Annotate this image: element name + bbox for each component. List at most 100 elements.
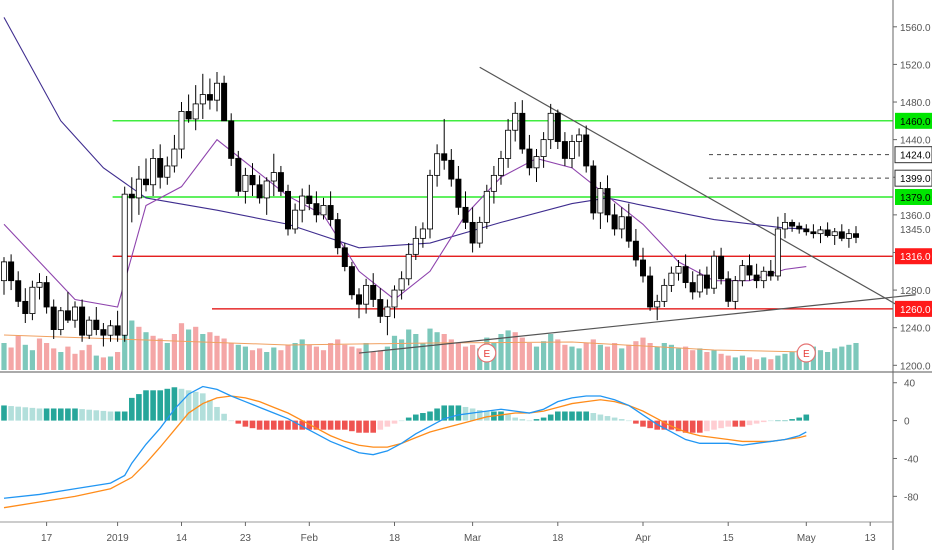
- earnings-marker-label: E: [803, 349, 810, 360]
- candle: [803, 224, 810, 236]
- volume-average-line: [3, 334, 807, 353]
- candle-body: [164, 165, 171, 178]
- candle-body: [79, 306, 86, 336]
- candle-body: [711, 255, 718, 289]
- time-tick-label: Feb: [301, 533, 319, 544]
- candle-body: [412, 237, 419, 255]
- candle-body: [213, 82, 220, 101]
- macd-histogram-bar: [448, 405, 455, 421]
- candle-body: [448, 159, 455, 180]
- candle-body: [497, 158, 504, 176]
- candle-body: [853, 233, 860, 238]
- price-badge-label: 1345.0: [900, 225, 931, 236]
- trendlines[interactable]: [358, 66, 916, 354]
- macd-histogram-bar: [356, 420, 362, 433]
- price-badges: 1460.0 1424.0 1399.0 1379.0 1345.0 1316.0 1260…: [894, 112, 932, 317]
- candle-body: [718, 255, 725, 280]
- candle-body: [405, 253, 412, 280]
- volume-bar: [690, 350, 696, 370]
- candle: [647, 266, 654, 311]
- candle-body: [299, 195, 306, 211]
- volume-bar: [541, 341, 547, 370]
- volume-bar: [640, 337, 646, 370]
- macd-histogram-bar: [58, 408, 64, 421]
- volume-bar: [86, 344, 92, 370]
- candle: [831, 228, 838, 245]
- volume-bar: [626, 344, 632, 370]
- macd-histogram-bar: [405, 417, 412, 421]
- volume-bar: [100, 357, 106, 370]
- macd-histogram-bar: [15, 406, 21, 421]
- candle: [448, 149, 455, 187]
- macd-histogram-bar: [86, 409, 92, 421]
- earnings-marker: [796, 343, 816, 363]
- candle: [817, 226, 824, 244]
- volume-bar: [186, 329, 192, 370]
- candle-body: [810, 231, 817, 235]
- candle-body: [370, 284, 377, 300]
- volume-bar: [533, 346, 540, 370]
- macd-histogram-bar: [597, 414, 604, 421]
- price-tick-label: 1520.0: [900, 60, 931, 71]
- candle: [164, 156, 171, 185]
- candle-body: [625, 216, 632, 242]
- macd-histogram-bar: [29, 407, 36, 421]
- price-badge-label: 1379.0: [900, 193, 931, 204]
- volume-bar: [548, 334, 554, 370]
- volume-bar: [235, 344, 241, 370]
- earnings-marker: [477, 343, 497, 363]
- candle: [157, 144, 164, 189]
- candle: [682, 254, 689, 289]
- candle-body: [249, 174, 256, 186]
- volume-bar: [789, 352, 795, 370]
- macd-histogram-bar: [505, 414, 511, 421]
- volume-bar: [427, 328, 433, 370]
- candle-body: [8, 261, 15, 282]
- macd-histogram-bar: [469, 408, 476, 421]
- candle: [206, 78, 213, 110]
- candle: [611, 203, 618, 236]
- price-tick-label: 1440.0: [900, 136, 931, 147]
- candle: [490, 165, 497, 204]
- candle-body: [640, 259, 647, 277]
- candle: [711, 250, 718, 294]
- candle-body: [632, 240, 639, 261]
- candle: [455, 165, 462, 215]
- candle-body: [434, 153, 441, 176]
- candle-body: [306, 195, 313, 204]
- price-badge-green: [895, 112, 932, 129]
- candle: [313, 191, 320, 223]
- candle-body: [490, 174, 497, 192]
- macd-histogram-bar: [640, 420, 646, 427]
- macd-histogram-bar: [760, 420, 767, 423]
- candle: [398, 271, 405, 300]
- candle: [533, 149, 540, 182]
- candle: [838, 224, 845, 242]
- macd-histogram-bar: [633, 420, 639, 424]
- candle: [277, 165, 284, 197]
- candle: [732, 275, 739, 309]
- candle: [696, 269, 703, 298]
- macd-histogram-bar: [434, 408, 440, 421]
- candle: [192, 85, 199, 131]
- candle-body: [29, 286, 36, 314]
- volume-bar: [420, 343, 426, 370]
- macd-histogram-bar: [114, 411, 121, 421]
- macd-histogram-bar: [235, 420, 242, 424]
- candle-body: [64, 310, 71, 321]
- volume-bar: [115, 352, 121, 370]
- volume-bar: [817, 350, 824, 370]
- candle-body: [824, 229, 831, 236]
- candle: [135, 165, 142, 215]
- candle: [64, 291, 71, 323]
- candle: [256, 175, 263, 204]
- candle-body: [114, 325, 121, 336]
- volume-bar: [51, 348, 57, 370]
- volume-bar: [143, 332, 149, 370]
- candle: [235, 150, 242, 197]
- candle-body: [796, 225, 803, 230]
- candle: [178, 102, 185, 159]
- volume-bar: [462, 346, 469, 370]
